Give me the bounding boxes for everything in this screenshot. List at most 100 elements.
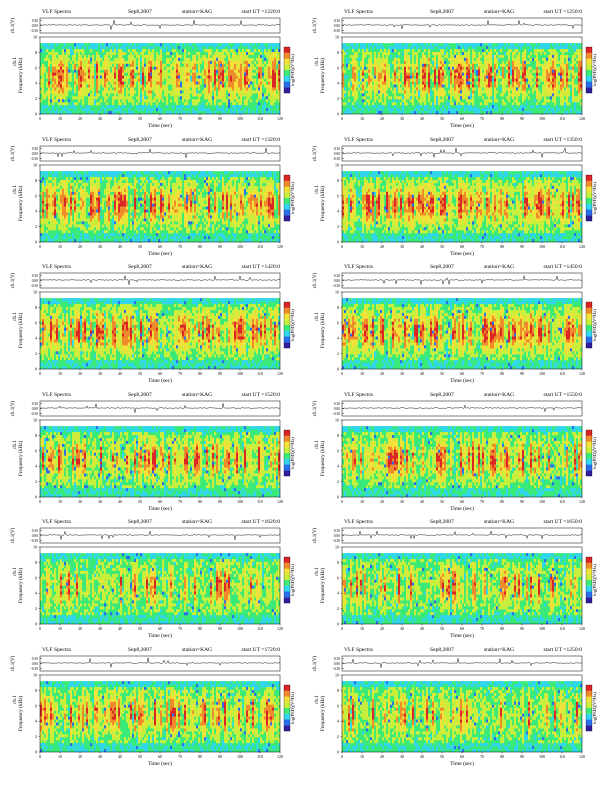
spectrogram-cell: [224, 66, 227, 70]
spectrogram-cell: [248, 63, 251, 67]
spectrogram-cell: [346, 57, 349, 62]
spectrogram-cell: [530, 111, 533, 115]
spectrogram-cell: [262, 54, 265, 59]
spectrogram-cell: [428, 46, 431, 50]
spectrogram-cell: [260, 84, 263, 88]
spectrogram-cell: [432, 57, 435, 62]
spectrogram-cell: [180, 81, 183, 85]
spectrogram-cell: [166, 96, 169, 100]
spectrogram-cell: [96, 217, 99, 221]
spectrogram-cell: [128, 46, 131, 50]
spectrogram-cell: [552, 99, 555, 103]
spectrogram-cell: [522, 54, 525, 59]
spectrogram-cell: [46, 93, 49, 97]
spectrogram-cell: [116, 200, 119, 204]
spectrogram-cell: [428, 90, 431, 94]
spectrogram-cell: [464, 57, 467, 62]
spectrogram-cell: [62, 185, 65, 189]
spectrogram-cell: [356, 96, 359, 100]
spectrogram-cell: [160, 49, 163, 53]
spectrogram-cell: [384, 84, 387, 88]
spectrogram-cell: [554, 60, 557, 64]
spectrogram-cell: [462, 75, 465, 79]
spectrogram-cell: [116, 75, 119, 79]
spectrogram-cell: [108, 52, 111, 56]
spectrogram-cell: [60, 93, 63, 97]
spectrogram-cell: [416, 66, 419, 70]
spectrogram-cell: [424, 87, 427, 91]
spectrogram-cell: [516, 93, 519, 97]
spectrogram-cell: [566, 63, 569, 67]
spectrogram-cell: [374, 93, 377, 97]
spectrogram-cell: [554, 102, 557, 106]
spectrogram-cell: [134, 90, 137, 94]
spectrogram-cell: [422, 87, 425, 91]
spectrogram-cell: [50, 60, 53, 64]
spectrogram-cell: [278, 78, 281, 82]
spectrogram-cell: [524, 69, 527, 73]
spectrogram-cell: [342, 93, 345, 97]
spectrogram-cell: [42, 170, 45, 174]
spectrogram-cell: [348, 111, 351, 115]
spectrogram-cell: [40, 173, 43, 177]
spectrogram-cell: [140, 52, 143, 56]
spectrogram-cell: [570, 108, 573, 112]
spectrogram-cell: [50, 75, 53, 79]
spectrogram-cell: [456, 90, 459, 94]
spectrogram-cell: [352, 84, 355, 88]
spectrogram-cell: [214, 84, 217, 88]
spectrogram-cell: [522, 93, 525, 97]
spectrogram-cell: [118, 93, 121, 97]
spectrogram-cell: [88, 170, 91, 174]
spectrogram-cell: [78, 49, 81, 53]
spectrogram-cell: [434, 102, 437, 106]
spectrogram-cell: [420, 75, 423, 79]
spectrogram-cell: [362, 108, 365, 112]
spectrogram-cell: [372, 46, 375, 50]
spectrogram-cell: [242, 72, 245, 76]
spectrogram-cell: [142, 57, 145, 62]
spectrogram-cell: [394, 72, 397, 76]
spectrogram-cell: [198, 43, 201, 47]
spectrogram-cell: [148, 90, 151, 94]
spectrogram-cell: [74, 185, 77, 189]
spectrogram-cell: [106, 182, 109, 186]
spectrogram-cell: [96, 75, 99, 79]
spectrogram-cell: [550, 66, 553, 70]
spectrogram-cell: [48, 206, 51, 210]
spectrogram-cell: [118, 188, 121, 192]
spectrogram-cell: [562, 66, 565, 70]
spectrogram-cell: [144, 203, 147, 207]
spectrogram-cell: [214, 90, 217, 94]
spectrogram-cell: [226, 69, 229, 73]
spectrogram-cell: [206, 87, 209, 91]
spectrogram-cell: [488, 54, 491, 59]
spectrogram-cell: [390, 49, 393, 53]
spectrogram-cell: [204, 108, 207, 112]
spectrogram-cell: [464, 52, 467, 56]
station-label: station=KAG: [484, 9, 514, 15]
spectrogram-cell: [562, 96, 565, 100]
spectrogram-cell: [230, 84, 233, 88]
spectrogram-cell: [122, 90, 125, 94]
spectrogram-cell: [508, 72, 511, 76]
spectrogram-cell: [46, 170, 49, 174]
spectrogram-cell: [170, 72, 173, 76]
spectrogram-cell: [546, 99, 549, 103]
spectrogram-cell: [492, 102, 495, 106]
spectrogram-cell: [122, 203, 125, 207]
spectrogram-cell: [234, 96, 237, 100]
spectrogram-cell: [144, 214, 147, 219]
spectrogram-cell: [128, 60, 131, 64]
spectrogram-cell: [380, 63, 383, 67]
spectrogram-cell: [350, 43, 353, 47]
spectrogram-cell: [120, 170, 123, 174]
spectrogram-cell: [156, 211, 159, 216]
spectrogram-cell: [380, 87, 383, 91]
spectrogram-cell: [386, 84, 389, 88]
spectrogram-cell: [50, 197, 53, 201]
spectrogram-cell: [276, 78, 279, 82]
spectrogram-cell: [454, 84, 457, 88]
spectrogram-cell: [450, 66, 453, 70]
spectrogram-cell: [382, 108, 385, 112]
